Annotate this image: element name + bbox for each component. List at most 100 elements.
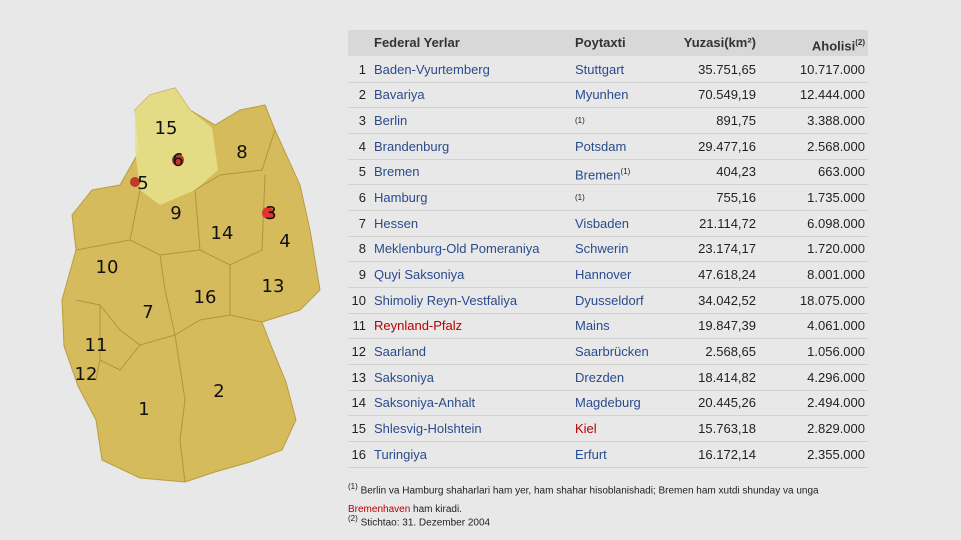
row-number: 3	[358, 112, 366, 128]
capital-name[interactable]: Visbaden	[575, 215, 629, 231]
row-divider	[348, 287, 868, 289]
map-label: 1	[138, 399, 149, 420]
map-label: 8	[236, 142, 247, 163]
row-number: 5	[358, 164, 366, 180]
row-number: 6	[358, 189, 366, 205]
row-number: 8	[358, 241, 366, 257]
area: 16.172,14	[698, 446, 756, 462]
state-name[interactable]: Hamburg	[374, 189, 428, 205]
area: 18.414,82	[698, 369, 756, 385]
population: 2.494.000	[807, 395, 865, 411]
header-text: Aholisi	[811, 38, 856, 54]
population: 18.075.000	[799, 292, 865, 308]
footnote: (1) Berlin va Hamburg shaharlari ham yer…	[348, 477, 868, 519]
state-name[interactable]: Saksoniya-Anhalt	[374, 395, 476, 411]
footnote-link[interactable]: Bremenhaven	[348, 504, 411, 516]
footnote-ref: (1)	[620, 167, 631, 177]
capital-cell: Potsdam	[575, 139, 626, 155]
state-name[interactable]: Berlin	[374, 112, 408, 128]
state-name[interactable]: Turingiya	[374, 446, 427, 462]
map-label: 5	[137, 173, 148, 194]
row-number: 15	[351, 420, 366, 436]
capital-name[interactable]: Stuttgart	[575, 61, 625, 77]
row-divider	[348, 338, 868, 340]
row-number: 10	[351, 292, 366, 308]
capital-cell: Kiel	[575, 421, 597, 437]
capital-cell: Schwerin	[575, 241, 628, 257]
row-divider	[348, 415, 868, 417]
capital-name[interactable]: Mains	[575, 318, 610, 334]
row-divider	[348, 81, 868, 83]
capital-cell: Magdeburg	[575, 395, 641, 411]
state-name[interactable]: Baden-Vyurtemberg	[374, 61, 490, 77]
map-label: 7	[142, 302, 153, 323]
capital-cell: (1)	[575, 113, 585, 132]
state-name[interactable]: Shimoliy Reyn-Vestfaliya	[374, 292, 518, 308]
population: 2.829.000	[807, 420, 865, 436]
area: 20.445,26	[698, 395, 756, 411]
state-name[interactable]: Bavariya	[374, 87, 425, 103]
population: 12.444.000	[799, 87, 865, 103]
capital-cell: Drezden	[575, 370, 624, 386]
capital-name[interactable]: Bremen	[575, 167, 621, 183]
capital-name[interactable]: Potsdam	[575, 138, 627, 154]
row-divider	[348, 261, 868, 263]
capital-name[interactable]: Drezden	[575, 369, 625, 385]
header-band	[348, 30, 868, 56]
map-label: 9	[170, 203, 181, 224]
state-name[interactable]: Reynland-Pfalz	[374, 318, 463, 334]
state-name[interactable]: Brandenburg	[374, 138, 450, 154]
state-name[interactable]: Saarland	[374, 343, 427, 359]
row-divider	[348, 312, 868, 314]
capital-cell: Dyusseldorf	[575, 293, 644, 309]
population: 1.056.000	[807, 343, 865, 359]
area: 29.477,16	[698, 138, 756, 154]
header-cell: Poytaxti	[575, 35, 626, 50]
header-cell: Federal Yerlar	[374, 35, 460, 50]
row-divider	[348, 441, 868, 443]
state-name[interactable]: Meklenburg-Old Pomeraniya	[374, 241, 540, 257]
region-borders	[75, 129, 276, 483]
footnote-ref: (1)	[575, 192, 585, 202]
state-name[interactable]: Shlesvig-Holshtein	[374, 420, 482, 436]
capital-cell: (1)	[575, 190, 585, 209]
capital-name[interactable]: Myunhen	[575, 87, 629, 103]
map-label: 13	[262, 276, 285, 297]
row-divider	[348, 210, 868, 212]
row-number: 13	[351, 369, 366, 385]
population: 663.000	[818, 164, 865, 180]
capital-cell: Mains	[575, 318, 610, 334]
state-name[interactable]: Bremen	[374, 164, 420, 180]
germany-shape	[61, 87, 321, 483]
area: 70.549,19	[698, 87, 756, 103]
footnote-text: ham kiradi.	[410, 504, 462, 516]
capital-name[interactable]: Saarbrücken	[575, 343, 649, 359]
row-number: 11	[352, 318, 367, 334]
capital-name[interactable]: Hannover	[575, 266, 632, 282]
population: 8.001.000	[807, 266, 865, 282]
region-highlight	[135, 88, 218, 205]
row-divider	[348, 184, 868, 186]
population: 10.717.000	[799, 61, 865, 77]
capital-name[interactable]: Magdeburg	[575, 395, 641, 411]
state-name[interactable]: Hessen	[374, 215, 419, 231]
state-name[interactable]: Quyi Saksoniya	[374, 266, 465, 282]
state-name[interactable]: Saksoniya	[374, 369, 434, 385]
capital-name[interactable]: Dyusseldorf	[575, 292, 644, 308]
row-divider	[348, 364, 868, 366]
area: 404,23	[716, 164, 756, 180]
capital-cell: Bremen(1)	[575, 164, 630, 183]
area: 15.763,18	[698, 420, 756, 436]
row-number: 9	[358, 266, 366, 282]
area: 755,16	[716, 189, 756, 205]
header-cell: Yuzasi(km²)	[683, 35, 756, 50]
capital-name[interactable]: Schwerin	[575, 241, 629, 257]
capital-name[interactable]: Kiel	[575, 420, 597, 436]
city-marker	[262, 207, 274, 219]
row-number: 4	[358, 138, 366, 154]
population: 3.388.000	[807, 112, 865, 128]
capital-name[interactable]: Erfurt	[575, 446, 607, 462]
footnote: (2) Stichtao: 31. Dezember 2004	[348, 514, 490, 528]
